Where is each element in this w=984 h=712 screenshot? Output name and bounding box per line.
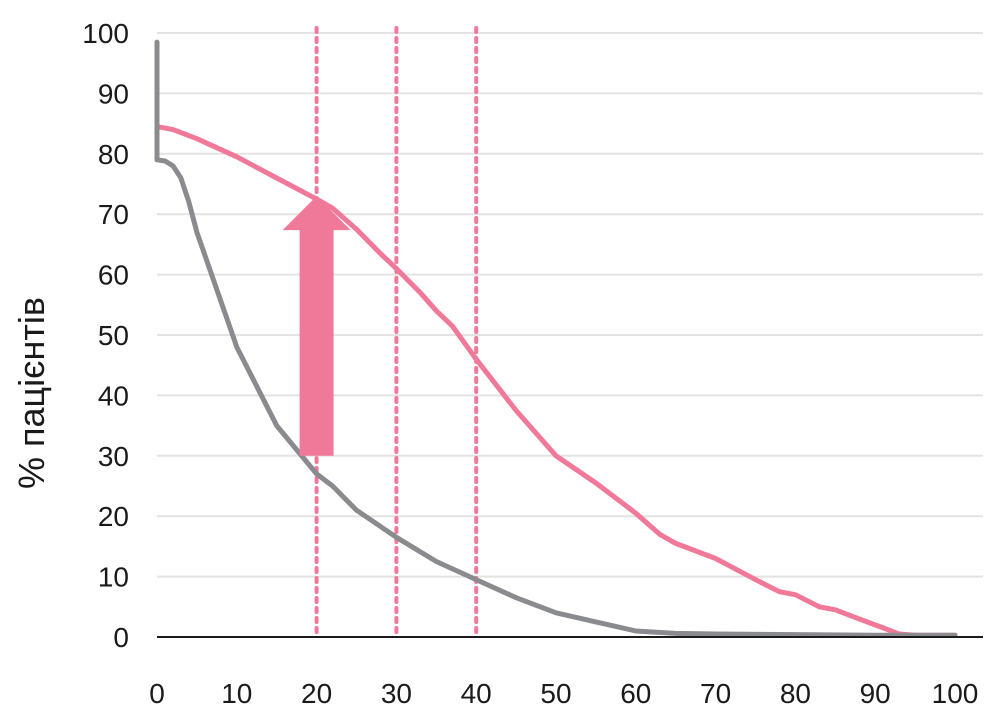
y-tick-10: 10 [98,562,129,593]
x-tick-50: 50 [540,678,571,709]
x-tick-40: 40 [461,678,492,709]
series-lines [154,39,958,638]
arrow-group [282,196,351,456]
y-tick-60: 60 [98,260,129,291]
reference-lines [314,26,479,639]
x-tick-20: 20 [301,678,332,709]
x-tick-70: 70 [700,678,731,709]
series-line-2 [154,39,958,638]
x-tick-90: 90 [860,678,891,709]
y-tick-20: 20 [98,501,129,532]
y-tick-50: 50 [98,320,129,351]
x-tick-0: 0 [149,678,165,709]
x-tick-30: 30 [381,678,412,709]
y-tick-30: 30 [98,441,129,472]
y-tick-labels: 0 10 20 30 40 50 60 70 80 90 100 [82,18,129,653]
y-axis-label: % пацієнтів [11,297,52,489]
gridlines [157,32,983,578]
y-tick-70: 70 [98,199,129,230]
y-tick-100: 100 [82,18,129,49]
y-tick-90: 90 [98,78,129,109]
y-tick-40: 40 [98,380,129,411]
x-tick-10: 10 [221,678,252,709]
series-line-1 [154,124,958,638]
y-tick-80: 80 [98,139,129,170]
y-tick-0: 0 [113,622,129,653]
up-arrow [282,196,351,456]
x-tick-labels: 0 10 20 30 40 50 60 70 80 90 100 [149,678,978,709]
x-tick-60: 60 [620,678,651,709]
x-tick-100: 100 [932,678,979,709]
x-tick-80: 80 [780,678,811,709]
